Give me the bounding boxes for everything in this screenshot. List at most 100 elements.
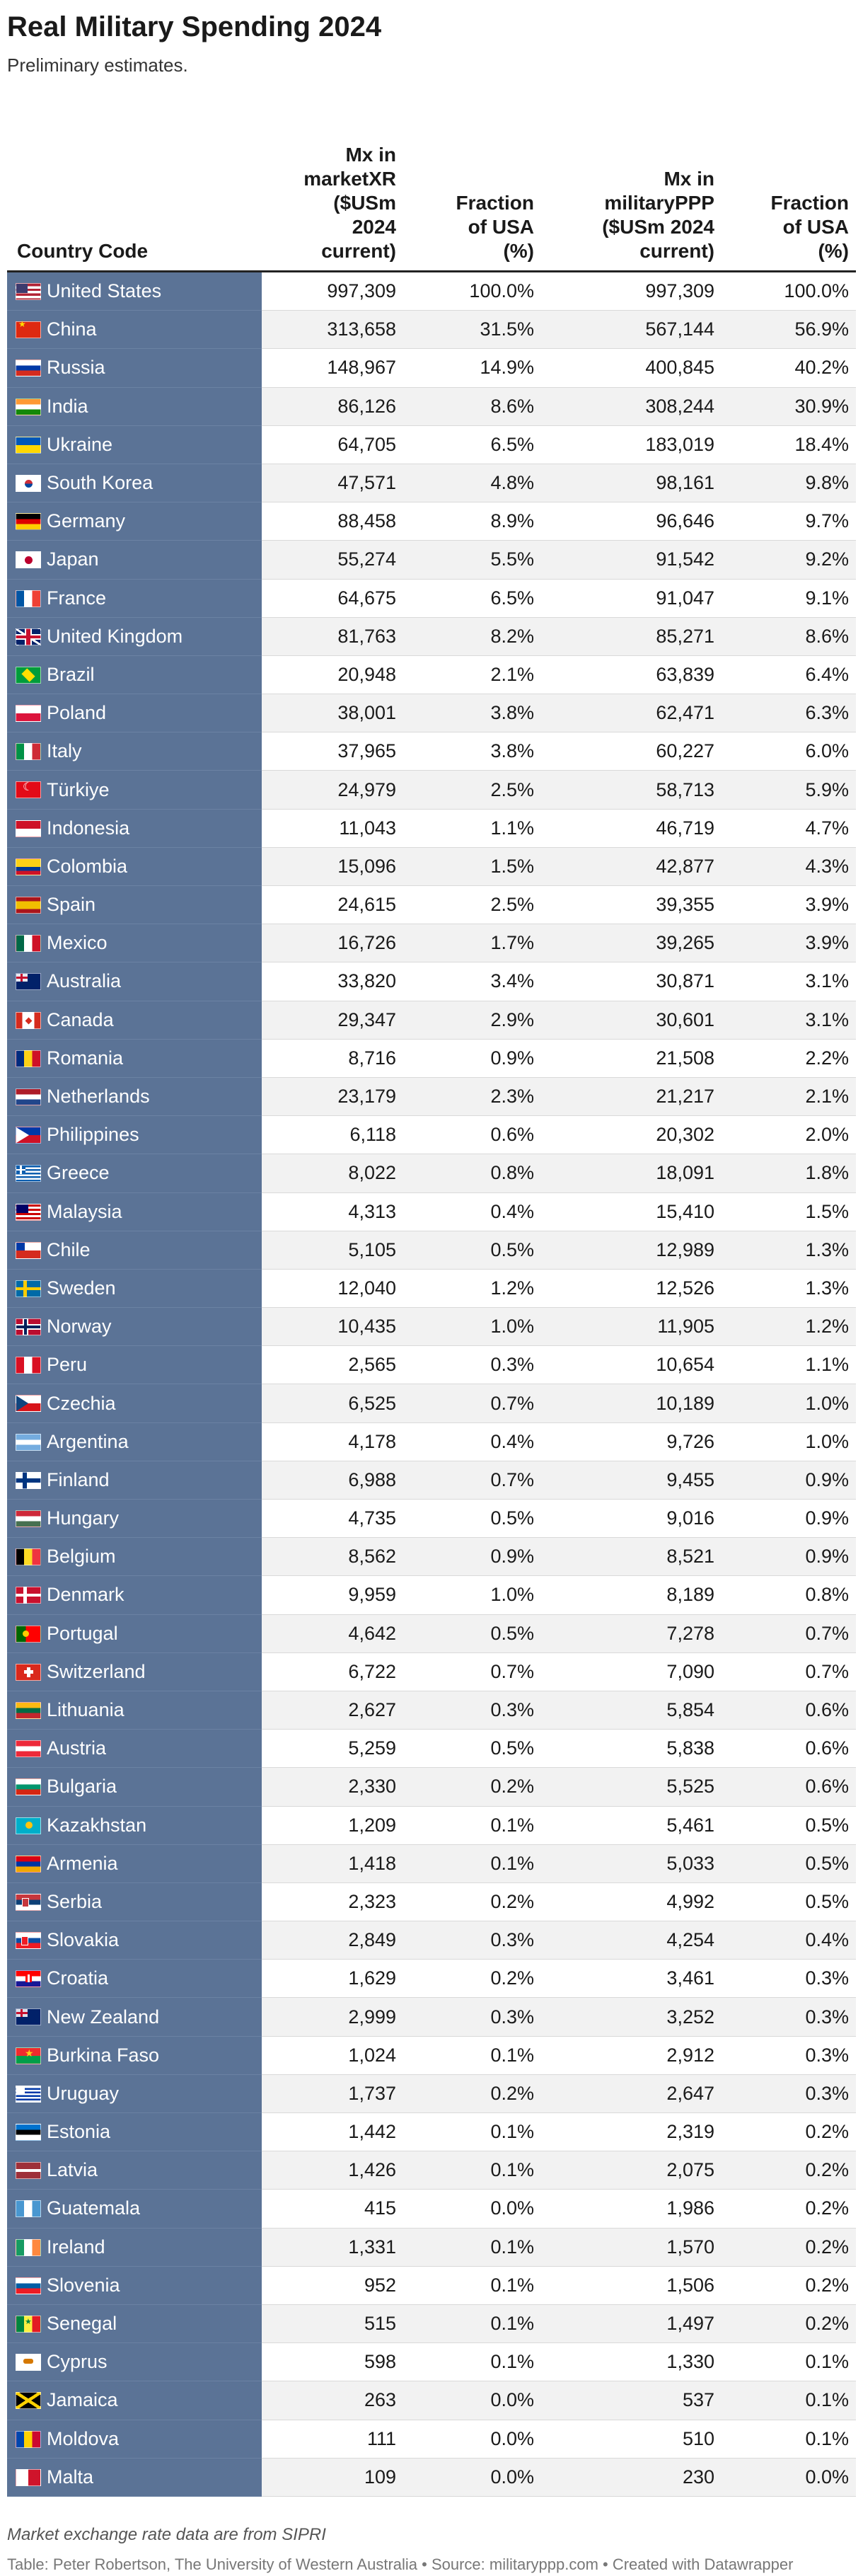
header-fraction-militaryppp[interactable]: Fraction of USA (%) [722,122,856,272]
country-cell: Netherlands [7,1077,262,1117]
country-cell: Ukraine [7,425,262,464]
table-row: Kazakhstan 1,209 0.1% 5,461 0.5% [7,1806,856,1845]
fraction-marketxr-cell: 4.8% [403,464,541,503]
mx-militaryppp-cell: 4,254 [541,1921,722,1960]
fraction-militaryppp-cell: 30.9% [722,387,856,426]
flag-us-icon [16,283,41,300]
flag-bg-icon [16,1778,41,1796]
notes-block: Market exchange rate data are from SIPRI… [7,2524,856,2576]
country-cell: Argentina [7,1422,262,1461]
flag-br-icon [16,666,41,684]
table-row: Argentina 4,178 0.4% 9,726 1.0% [7,1422,856,1461]
table-row: Moldova 111 0.0% 510 0.1% [7,2420,856,2459]
fraction-marketxr-cell: 1.1% [403,809,541,848]
country-name: Slovakia [47,1929,120,1951]
header-mx-marketxr[interactable]: Mx in marketXR ($USm 2024 current) [262,122,403,272]
mx-marketxr-cell: 1,024 [262,2036,403,2075]
country-name: Malaysia [47,1200,122,1222]
country-name: Colombia [47,855,128,877]
mx-marketxr-cell: 9,959 [262,1575,403,1615]
fraction-militaryppp-cell: 0.1% [722,2381,856,2420]
country-cell: Australia [7,962,262,1001]
country-cell: Hungary [7,1499,262,1539]
mx-marketxr-cell: 313,658 [262,310,403,350]
country-cell: Canada [7,1001,262,1040]
chart-subtitle: Preliminary estimates. [7,54,188,76]
fraction-militaryppp-cell: 5.9% [722,770,856,810]
table-row: Spain 24,615 2.5% 39,355 3.9% [7,885,856,925]
country-name: Mexico [47,932,108,954]
mx-militaryppp-cell: 8,521 [541,1537,722,1577]
mx-militaryppp-cell: 9,455 [541,1461,722,1500]
source-note: Market exchange rate data are from SIPRI [7,2524,326,2544]
country-name: Burkina Faso [47,2044,160,2066]
fraction-militaryppp-cell: 9.8% [722,464,856,503]
country-cell: Brazil [7,655,262,695]
header-country-code[interactable]: Country Code [7,122,262,272]
mx-militaryppp-cell: 18,091 [541,1154,722,1193]
country-name: Moldova [47,2427,120,2449]
fraction-marketxr-cell: 8.9% [403,502,541,541]
fraction-militaryppp-cell: 0.2% [722,2266,856,2305]
flag-ar-icon [16,1433,41,1451]
country-cell: Türkiye [7,770,262,810]
country-name: Sweden [47,1277,116,1299]
mx-militaryppp-cell: 62,471 [541,694,722,733]
mx-marketxr-cell: 2,323 [262,1882,403,1922]
fraction-militaryppp-cell: 8.6% [722,617,856,656]
fraction-marketxr-cell: 0.7% [403,1461,541,1500]
country-cell: Mexico [7,924,262,963]
fraction-militaryppp-cell: 0.3% [722,1959,856,1999]
flag-se-icon [16,1280,41,1297]
flag-ph-icon [16,1127,41,1144]
country-cell: New Zealand [7,1997,262,2037]
flag-sn-icon [16,2315,41,2333]
fraction-marketxr-cell: 5.5% [403,540,541,580]
country-name: Indonesia [47,817,130,839]
fraction-militaryppp-cell: 40.2% [722,348,856,388]
mx-marketxr-cell: 23,179 [262,1077,403,1117]
mx-marketxr-cell: 6,988 [262,1461,403,1500]
country-cell: Austria [7,1729,262,1769]
fraction-marketxr-cell: 0.1% [403,2036,541,2075]
country-name: France [47,587,107,609]
mx-marketxr-cell: 29,347 [262,1001,403,1040]
fraction-militaryppp-cell: 0.5% [722,1806,856,1845]
mx-militaryppp-cell: 30,871 [541,962,722,1001]
table-row: Czechia 6,525 0.7% 10,189 1.0% [7,1384,856,1423]
fraction-marketxr-cell: 8.6% [403,387,541,426]
country-cell: United States [7,271,262,311]
table-row: Philippines 6,118 0.6% 20,302 2.0% [7,1115,856,1155]
country-cell: Italy [7,732,262,771]
mx-marketxr-cell: 8,716 [262,1039,403,1078]
mx-marketxr-cell: 109 [262,2458,403,2497]
country-cell: Sweden [7,1269,262,1309]
table-row: Slovakia 2,849 0.3% 4,254 0.4% [7,1921,856,1960]
flag-sk-icon [16,1932,41,1950]
table-row: Guatemala 415 0.0% 1,986 0.2% [7,2189,856,2229]
fraction-militaryppp-cell: 6.3% [722,694,856,733]
flag-es-icon [16,897,41,914]
fraction-militaryppp-cell: 0.2% [722,2112,856,2152]
fraction-marketxr-cell: 2.9% [403,1001,541,1040]
fraction-marketxr-cell: 0.0% [403,2381,541,2420]
country-name: Serbia [47,1890,103,1912]
fraction-militaryppp-cell: 1.2% [722,1307,856,1347]
fraction-marketxr-cell: 0.1% [403,1806,541,1845]
mx-militaryppp-cell: 10,654 [541,1345,722,1385]
table-row: South Korea 47,571 4.8% 98,161 9.8% [7,464,856,503]
header-mx-militaryppp[interactable]: Mx in militaryPPP ($USm 2024 current) [541,122,722,272]
table-body: United States997,309100.0%997,309100.0%C… [7,271,856,2497]
mx-marketxr-cell: 2,627 [262,1691,403,1730]
country-name: Uruguay [47,2082,120,2104]
fraction-militaryppp-cell: 1.3% [722,1231,856,1270]
fraction-militaryppp-cell: 6.4% [722,655,856,695]
header-row: Country Code Mx in marketXR ($USm 2024 curre… [7,122,856,272]
header-fraction-marketxr[interactable]: Fraction of USA (%) [403,122,541,272]
flag-cn-icon [16,319,41,339]
country-name: Senegal [47,2313,117,2335]
fraction-marketxr-cell: 0.1% [403,1844,541,1883]
